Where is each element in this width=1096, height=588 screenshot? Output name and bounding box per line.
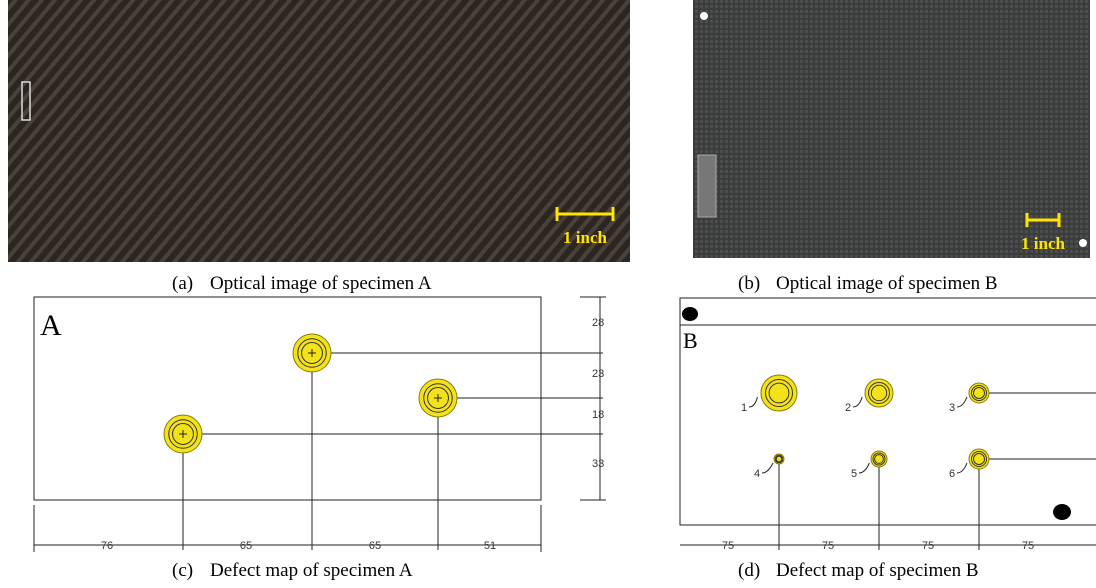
dimension-label: 33 [592, 458, 604, 470]
dimension-label: 18 [592, 409, 604, 421]
caption: Defect map of specimen B [776, 560, 979, 581]
defect-label: 5 [851, 468, 857, 480]
label-leader [749, 397, 757, 407]
hole [1079, 239, 1087, 247]
caption: Optical image of specimen B [776, 273, 998, 294]
defect-label: 4 [754, 468, 760, 480]
scale-label: 1 inch [563, 228, 607, 247]
dimension-label: 75 [722, 540, 734, 552]
label-leader [957, 397, 967, 407]
defect-label: 6 [949, 468, 955, 480]
dimension-label: 75 [922, 540, 934, 552]
label-leader [957, 463, 967, 473]
hole [700, 12, 708, 20]
label-leader [859, 463, 869, 473]
optical-image-a [8, 0, 630, 262]
map-letter: B [683, 328, 698, 353]
scale-label: 1 inch [1021, 234, 1065, 253]
label-leader [853, 397, 862, 407]
defect-label: 3 [949, 402, 955, 414]
tab [698, 155, 716, 217]
caption-label: (a) [172, 273, 193, 294]
dimension-label: 75 [1022, 540, 1034, 552]
dimension-label: 75 [822, 540, 834, 552]
defect [865, 379, 893, 407]
label-leader [762, 463, 773, 473]
dimension-label: 51 [484, 540, 496, 552]
dimension-label: 23 [592, 368, 604, 380]
hole [1053, 504, 1071, 520]
caption-label: (d) [738, 560, 760, 581]
caption: Optical image of specimen A [210, 273, 432, 294]
figure: 1 inch 1 inch A B (a) Optical image of sp… [0, 0, 1096, 588]
defect-label: 1 [741, 402, 747, 414]
dimension-label: 65 [240, 540, 252, 552]
caption-label: (b) [738, 273, 760, 294]
map-letter: A [40, 309, 62, 342]
dimension-label: 65 [369, 540, 381, 552]
hole [682, 307, 698, 321]
caption-label: (c) [172, 560, 193, 581]
dimension-label: 76 [101, 540, 113, 552]
defect [761, 375, 797, 411]
defect-label: 2 [845, 402, 851, 414]
dimension-label: 28 [592, 317, 604, 329]
caption: Defect map of specimen A [210, 560, 413, 581]
